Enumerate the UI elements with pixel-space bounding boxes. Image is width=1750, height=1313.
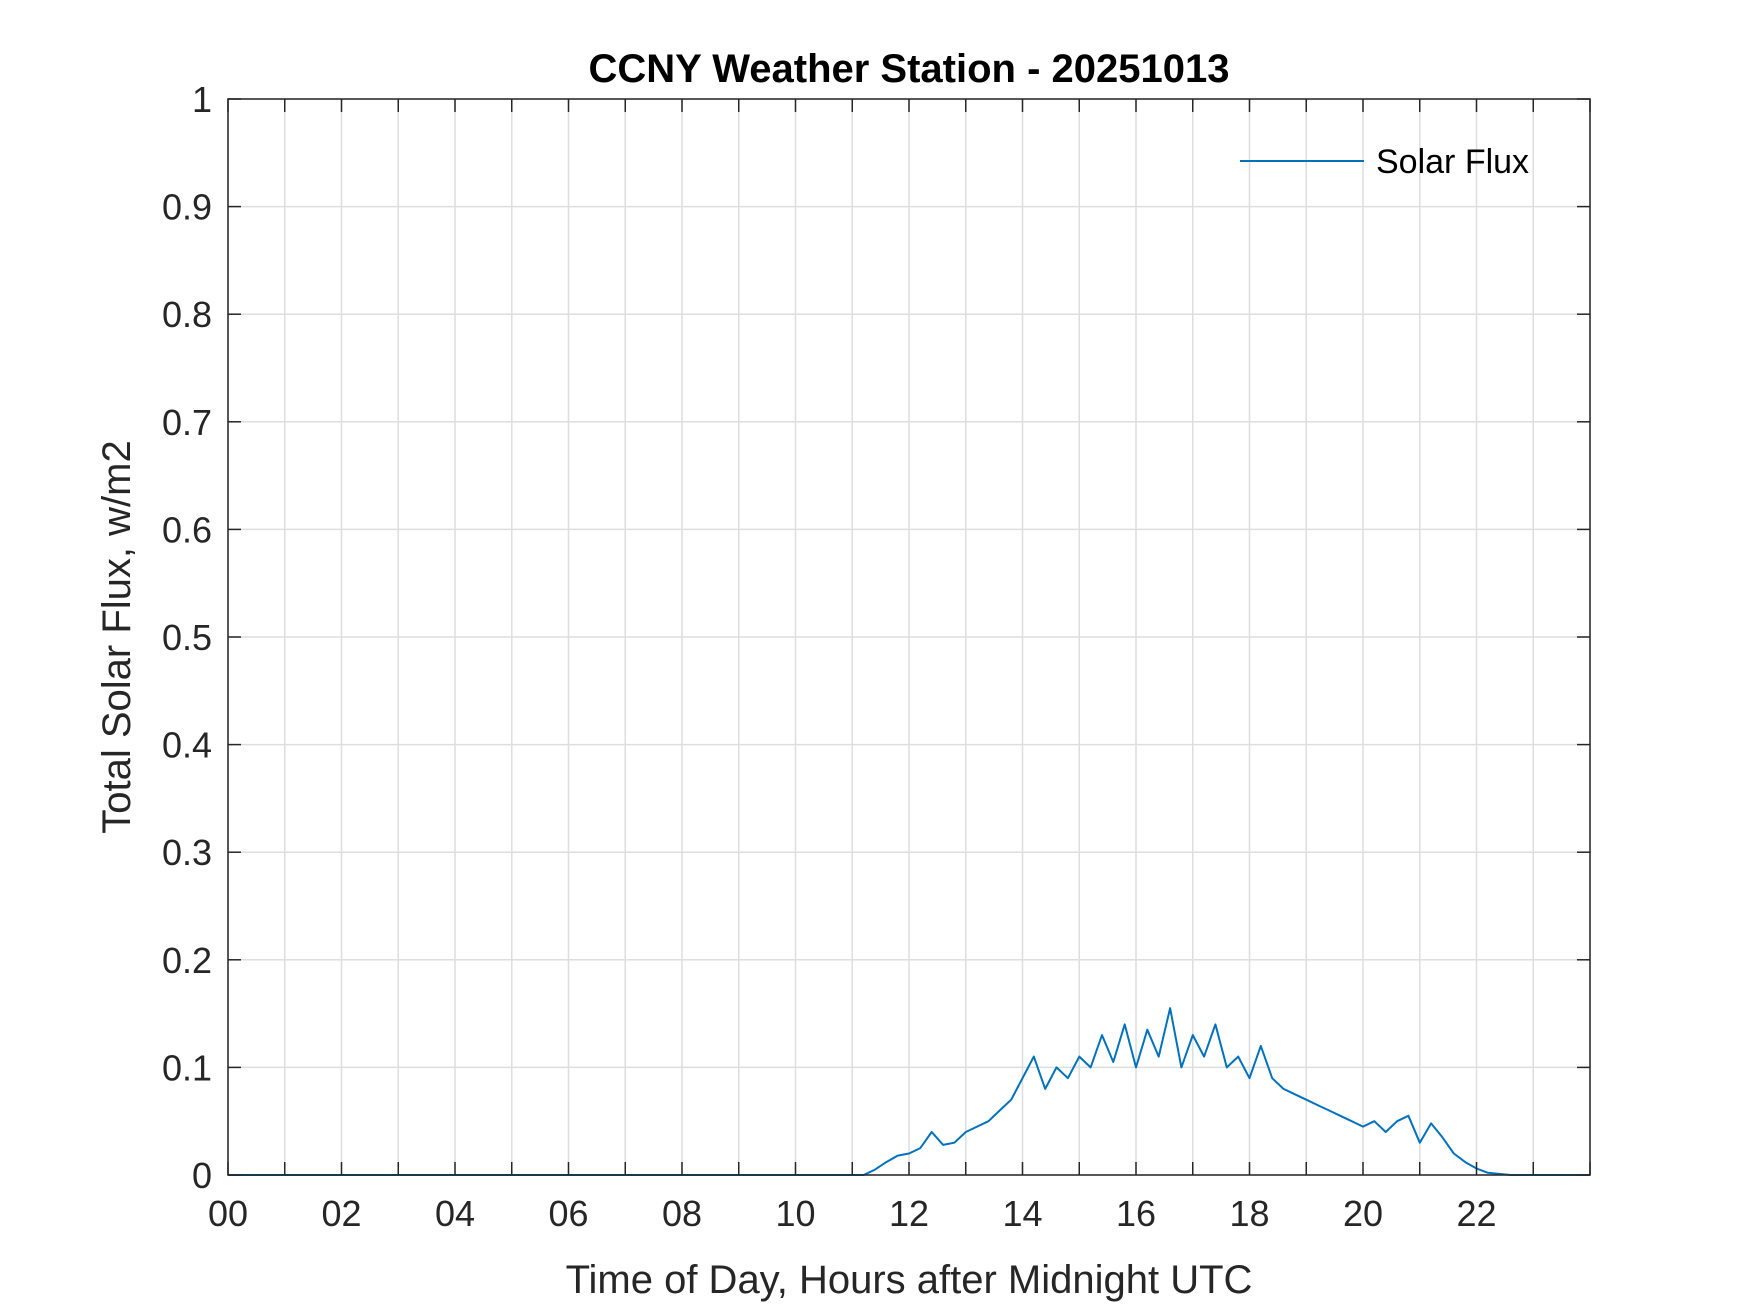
y-axis-label: Total Solar Flux, w/m2 — [95, 440, 139, 833]
y-tick-label: 0.1 — [162, 1047, 212, 1088]
x-tick-label: 18 — [1229, 1193, 1269, 1234]
x-tick-label: 04 — [435, 1193, 475, 1234]
x-tick-label: 20 — [1343, 1193, 1383, 1234]
x-tick-label: 14 — [1002, 1193, 1042, 1234]
y-tick-label: 1 — [192, 79, 212, 120]
chart-title: CCNY Weather Station - 20251013 — [589, 47, 1230, 91]
y-tick-label: 0.3 — [162, 832, 212, 873]
series-layer — [228, 1007, 1590, 1176]
series-line-solar-flux — [228, 1007, 1590, 1176]
x-tick-label: 22 — [1456, 1193, 1496, 1234]
y-tick-label: 0.8 — [162, 294, 212, 335]
x-tick-label: 12 — [889, 1193, 929, 1234]
y-tick-label: 0 — [192, 1155, 212, 1196]
y-tick-labels: 0 0.1 0.2 0.3 0.4 0.5 0.6 0.7 0.8 0.9 1 — [162, 79, 212, 1196]
y-tick-label: 0.4 — [162, 725, 212, 766]
x-tick-label: 10 — [775, 1193, 815, 1234]
y-tick-label: 0.9 — [162, 187, 212, 228]
x-tick-label: 08 — [662, 1193, 702, 1234]
x-tick-label: 16 — [1116, 1193, 1156, 1234]
x-tick-label: 00 — [208, 1193, 248, 1234]
y-tick-label: 0.7 — [162, 402, 212, 443]
ticks — [227, 98, 1591, 1176]
x-tick-label: 06 — [548, 1193, 588, 1234]
legend: Solar Flux — [1240, 143, 1529, 181]
y-tick-label: 0.6 — [162, 509, 212, 550]
y-tick-label: 0.2 — [162, 940, 212, 981]
x-tick-label: 02 — [321, 1193, 361, 1234]
x-axis-label: Time of Day, Hours after Midnight UTC — [566, 1258, 1253, 1302]
legend-entry-solar-flux: Solar Flux — [1376, 143, 1529, 181]
x-tick-labels: 00 02 04 06 08 10 12 14 16 18 20 22 — [208, 1193, 1497, 1234]
grid — [227, 98, 1591, 1176]
y-tick-label: 0.5 — [162, 617, 212, 658]
